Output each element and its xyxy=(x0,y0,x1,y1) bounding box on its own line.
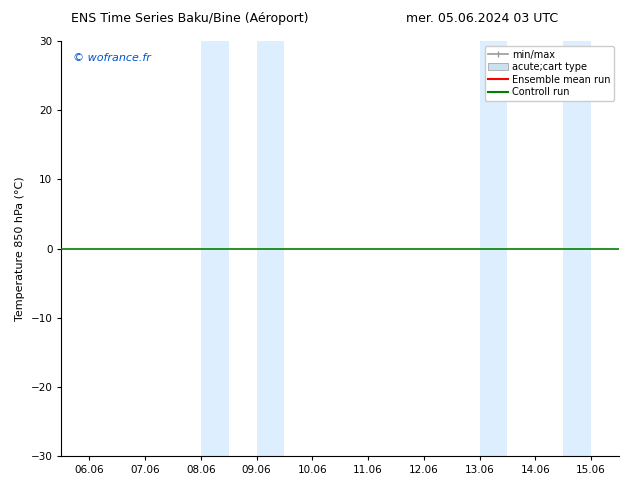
Legend: min/max, acute;cart type, Ensemble mean run, Controll run: min/max, acute;cart type, Ensemble mean … xyxy=(484,46,614,101)
Bar xyxy=(257,41,285,456)
Bar xyxy=(201,41,229,456)
Text: ENS Time Series Baku/Bine (Aéroport): ENS Time Series Baku/Bine (Aéroport) xyxy=(72,12,309,25)
Y-axis label: Temperature 850 hPa (°C): Temperature 850 hPa (°C) xyxy=(15,176,25,321)
Bar xyxy=(563,41,591,456)
Text: © wofrance.fr: © wofrance.fr xyxy=(73,53,150,64)
Text: mer. 05.06.2024 03 UTC: mer. 05.06.2024 03 UTC xyxy=(406,12,558,25)
Bar xyxy=(479,41,507,456)
